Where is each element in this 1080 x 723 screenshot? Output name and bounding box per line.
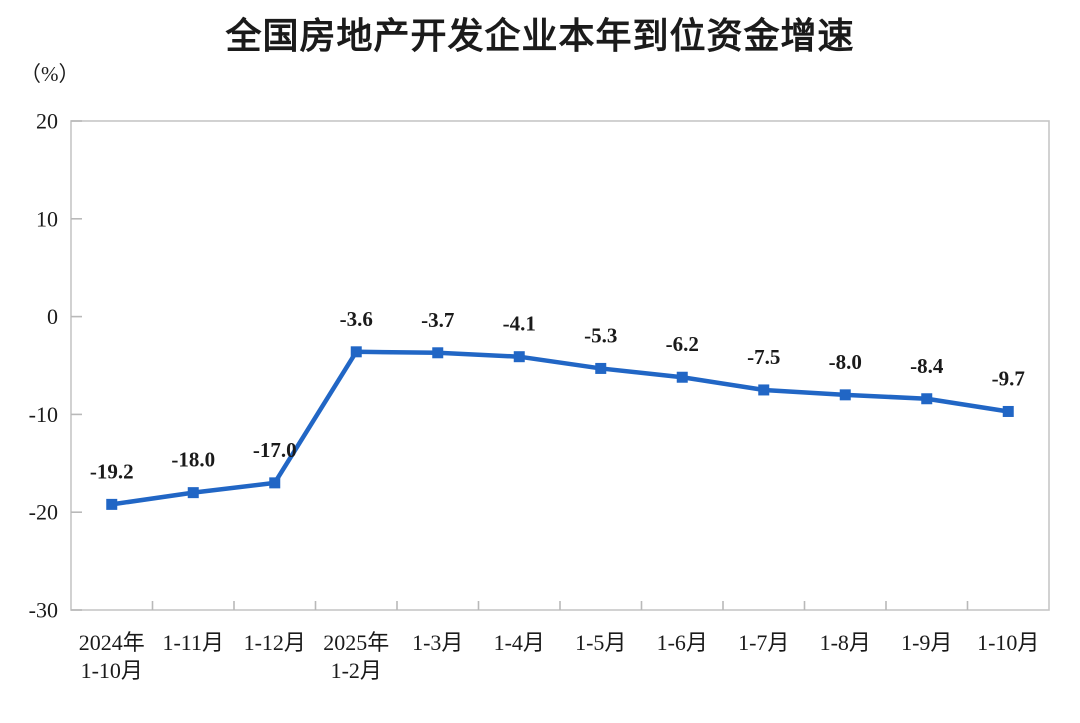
y-axis-unit-label: （%）: [20, 62, 80, 86]
data-point-marker: [513, 351, 525, 363]
data-point-marker: [106, 498, 118, 510]
data-point-marker: [1002, 405, 1014, 417]
x-tick-label: 1-8月: [820, 630, 871, 655]
data-label: -9.7: [992, 366, 1025, 390]
data-point-marker: [187, 487, 199, 499]
data-labels: -19.2 -18.0 -17.0 -3.6 -3.7 -4.1 -5.3 -6.2 -7.5 -…: [90, 307, 1025, 484]
series-markers: [106, 346, 1014, 510]
series-line: [109, 349, 1011, 507]
x-tick-label: 1-10月: [977, 630, 1039, 655]
data-label: -3.7: [421, 308, 454, 332]
chart-title: 全国房地产开发企业本年到位资金增速: [225, 15, 855, 56]
x-tick-label: 1-12月: [244, 630, 306, 655]
x-axis: 2024年 1-10月 1-11月 1-12月 2025年 1-2月 1-3月 1-4月 1-5…: [79, 601, 1039, 683]
y-tick-label: 10: [36, 206, 58, 231]
data-label: -5.3: [584, 323, 617, 347]
data-point-marker: [921, 393, 933, 405]
y-tick-label: -20: [29, 500, 58, 525]
data-label: -7.5: [747, 345, 780, 369]
x-tick-label: 1-5月: [575, 630, 626, 655]
y-tick-label: 20: [36, 109, 58, 134]
y-tick-label: -30: [29, 598, 58, 623]
data-point-marker: [350, 346, 362, 358]
plot-border: [70, 120, 1050, 611]
x-tick-label: 1-3月: [412, 630, 463, 655]
data-point-marker: [758, 384, 770, 396]
y-tick-label: -10: [29, 402, 58, 427]
data-point-marker: [676, 371, 688, 383]
data-point-marker: [839, 389, 851, 401]
data-label: -18.0: [171, 448, 215, 472]
y-axis: 20 10 0 -10 -20 -30: [29, 109, 82, 623]
data-label: -4.1: [503, 312, 536, 336]
x-tick-label: 1-6月: [657, 630, 708, 655]
data-point-marker: [595, 362, 607, 374]
x-tick-label: 1-4月: [494, 630, 545, 655]
data-label: -6.2: [666, 332, 699, 356]
y-tick-label: 0: [47, 304, 58, 329]
data-point-marker: [432, 347, 444, 359]
data-label: -3.6: [340, 307, 373, 331]
x-tick-label: 1-9月: [901, 630, 952, 655]
data-label: -19.2: [90, 459, 134, 483]
data-label: -8.4: [910, 354, 944, 378]
x-tick-label: 2024年 1-10月: [79, 630, 145, 683]
x-tick-label: 1-11月: [162, 630, 224, 655]
data-point-marker: [269, 477, 281, 489]
x-tick-label: 1-7月: [738, 630, 789, 655]
data-label: -17.0: [253, 438, 297, 462]
data-label: -8.0: [829, 350, 862, 374]
x-tick-label: 2025年 1-2月: [323, 630, 389, 683]
